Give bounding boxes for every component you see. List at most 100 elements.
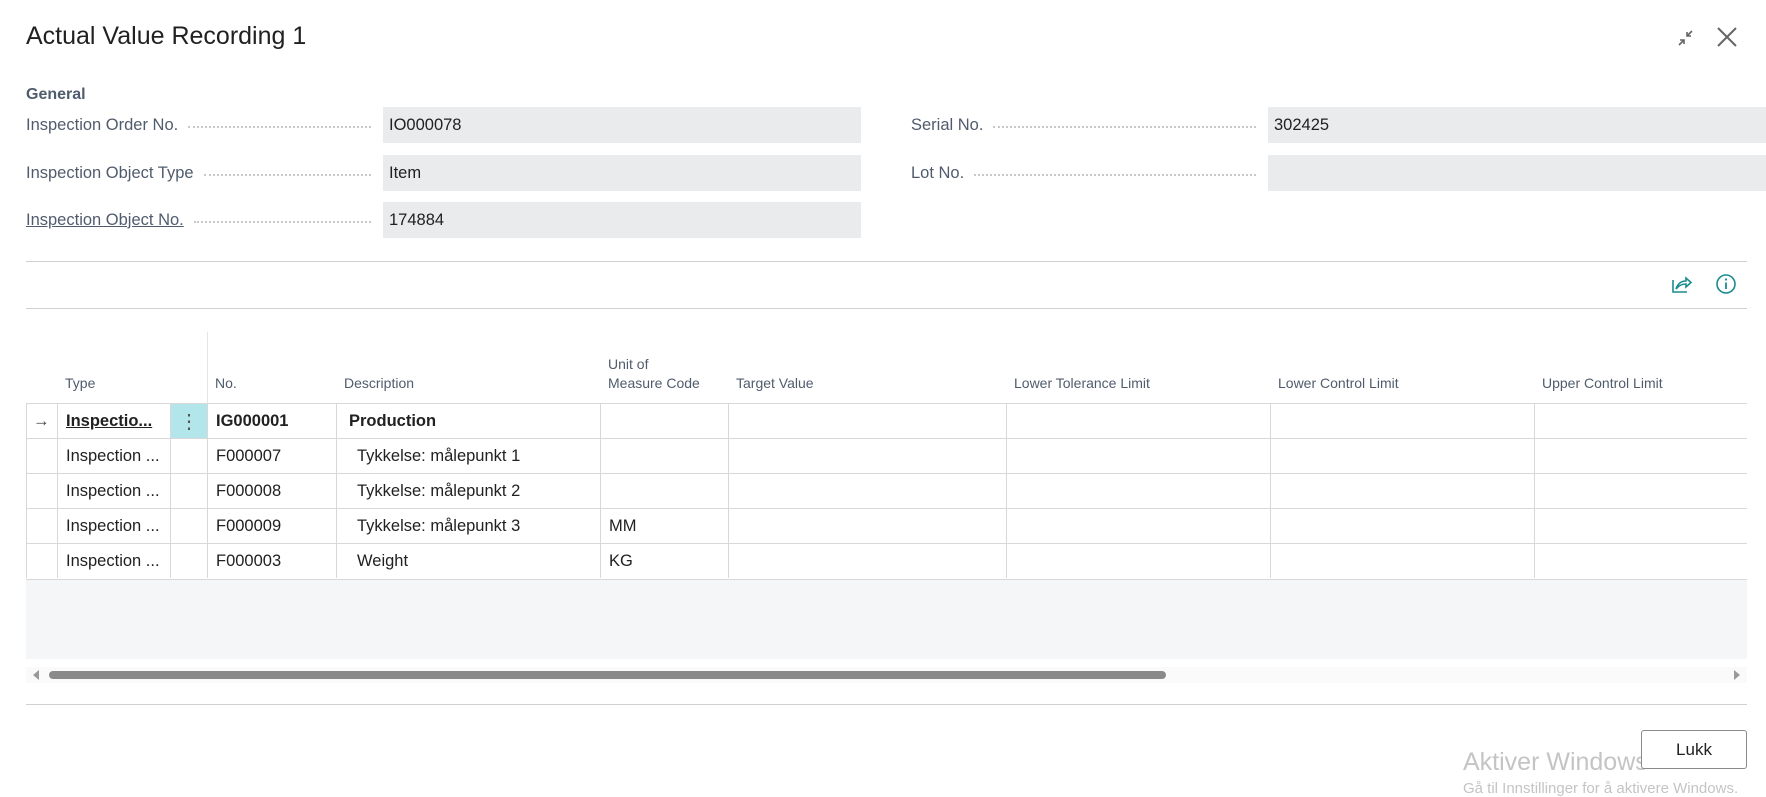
cell-lcl[interactable] — [1270, 509, 1534, 543]
cell-ltl[interactable] — [1006, 474, 1270, 508]
row-indicator — [26, 509, 57, 543]
field-value[interactable]: IO000078 — [383, 107, 861, 143]
field-value[interactable]: Item — [383, 155, 861, 191]
cell-lcl[interactable] — [1270, 544, 1534, 578]
share-icon[interactable] — [1670, 272, 1694, 296]
field-value[interactable]: 174884 — [383, 202, 861, 238]
column-header[interactable]: Lower Control Limit — [1278, 375, 1399, 391]
column-header[interactable]: No. — [215, 375, 237, 391]
column-header — [26, 393, 57, 403]
cell-uom[interactable]: MM — [600, 509, 728, 543]
cell-no[interactable]: F000003 — [207, 544, 336, 578]
table-empty-area — [26, 579, 1747, 659]
cell-no[interactable]: F000007 — [207, 439, 336, 473]
close-icon[interactable] — [1712, 22, 1742, 52]
field-label-text: Serial No. — [911, 115, 984, 134]
field-label-text: Inspection Object Type — [26, 163, 194, 182]
cell-ucl[interactable] — [1534, 544, 1747, 578]
column-header[interactable]: Description — [344, 375, 415, 391]
lines-table: Type No. Description Unit of Measure Code Ta… — [26, 332, 1747, 578]
row-indicator — [26, 544, 57, 578]
cell-ucl[interactable] — [1534, 474, 1747, 508]
cell-no[interactable]: F000009 — [207, 509, 336, 543]
cell-uom[interactable]: KG — [600, 544, 728, 578]
watermark-subtitle: Gå til Innstillinger for å aktivere Wind… — [1463, 780, 1739, 797]
column-header[interactable]: Unit of Measure Code — [608, 356, 700, 391]
watermark-title: Aktiver Windows — [1463, 748, 1648, 776]
table-row[interactable]: Inspection ... F000003 Weight KG — [26, 543, 1747, 578]
column-header[interactable]: Target Value — [736, 375, 814, 391]
row-arrow-icon: → — [26, 404, 57, 438]
field-value[interactable] — [1268, 155, 1766, 191]
cell-ucl[interactable] — [1534, 404, 1747, 438]
scrollbar-thumb[interactable] — [49, 671, 1166, 679]
page-title: Actual Value Recording 1 — [26, 22, 307, 50]
scroll-right-icon[interactable] — [1734, 670, 1740, 680]
column-header[interactable]: Type — [65, 375, 96, 391]
cell-target[interactable] — [728, 474, 1006, 508]
row-menu-cell — [170, 474, 207, 508]
cell-no[interactable]: F000008 — [207, 474, 336, 508]
field-label: Inspection Object Type — [26, 155, 383, 191]
close-button[interactable]: Lukk — [1641, 730, 1747, 769]
cell-description[interactable]: Weight — [336, 544, 600, 578]
cell-ucl[interactable] — [1534, 439, 1747, 473]
cell-uom[interactable] — [600, 439, 728, 473]
row-menu-cell — [170, 439, 207, 473]
cell-lcl[interactable] — [1270, 439, 1534, 473]
cell-type: Inspection ... — [57, 509, 170, 543]
cell-description[interactable]: Tykkelse: målepunkt 3 — [336, 509, 600, 543]
table-row[interactable]: Inspection ... F000009 Tykkelse: målepunkt… — [26, 508, 1747, 543]
cell-description[interactable]: Tykkelse: målepunkt 2 — [336, 474, 600, 508]
cell-type: Inspection ... — [57, 544, 170, 578]
field-label: Lot No. — [911, 155, 1268, 191]
cell-type[interactable]: Inspectio... — [57, 404, 170, 438]
field-value[interactable]: 302425 — [1268, 107, 1766, 143]
field-label-text[interactable]: Inspection Object No. — [26, 210, 184, 229]
cell-ucl[interactable] — [1534, 509, 1747, 543]
cell-no[interactable]: IG000001 — [207, 404, 336, 438]
cell-uom[interactable] — [600, 404, 728, 438]
cell-uom[interactable] — [600, 474, 728, 508]
cell-type: Inspection ... — [57, 439, 170, 473]
general-section-label: General — [26, 86, 86, 103]
frozen-divider — [207, 332, 208, 403]
cell-type: Inspection ... — [57, 474, 170, 508]
column-header[interactable]: Upper Control Limit — [1542, 375, 1663, 391]
table-row[interactable]: Inspection ... F000007 Tykkelse: målepunkt… — [26, 438, 1747, 473]
cell-description[interactable]: Tykkelse: målepunkt 1 — [336, 439, 600, 473]
cell-target[interactable] — [728, 404, 1006, 438]
field-label-text: Inspection Order No. — [26, 115, 179, 134]
row-menu-icon[interactable]: ⋮ — [170, 404, 207, 438]
row-indicator — [26, 474, 57, 508]
table-row[interactable]: Inspection ... F000008 Tykkelse: målepunkt… — [26, 473, 1747, 508]
cell-ltl[interactable] — [1006, 439, 1270, 473]
cell-target[interactable] — [728, 544, 1006, 578]
leader-dots — [193, 221, 371, 223]
leader-dots — [993, 126, 1256, 128]
info-icon[interactable] — [1714, 272, 1738, 296]
leader-dots — [188, 126, 371, 128]
cell-ltl[interactable] — [1006, 509, 1270, 543]
table-header: Type No. Description Unit of Measure Code Ta… — [26, 332, 1747, 403]
divider — [26, 704, 1747, 705]
cell-ltl[interactable] — [1006, 404, 1270, 438]
cell-description[interactable]: Production — [336, 404, 600, 438]
leader-dots — [974, 174, 1256, 176]
column-header[interactable]: Lower Tolerance Limit — [1014, 375, 1150, 391]
divider — [26, 261, 1747, 262]
cell-lcl[interactable] — [1270, 474, 1534, 508]
collapse-arrows-icon[interactable] — [1670, 22, 1700, 52]
cell-target[interactable] — [728, 439, 1006, 473]
divider — [26, 308, 1747, 309]
scroll-left-icon[interactable] — [33, 670, 39, 680]
row-indicator — [26, 439, 57, 473]
row-menu-cell — [170, 544, 207, 578]
cell-lcl[interactable] — [1270, 404, 1534, 438]
table-row[interactable]: → Inspectio... ⋮ IG000001 Production — [26, 403, 1747, 438]
leader-dots — [203, 174, 371, 176]
column-header — [170, 393, 207, 403]
field-label[interactable]: Inspection Object No. — [26, 202, 383, 238]
cell-ltl[interactable] — [1006, 544, 1270, 578]
cell-target[interactable] — [728, 509, 1006, 543]
